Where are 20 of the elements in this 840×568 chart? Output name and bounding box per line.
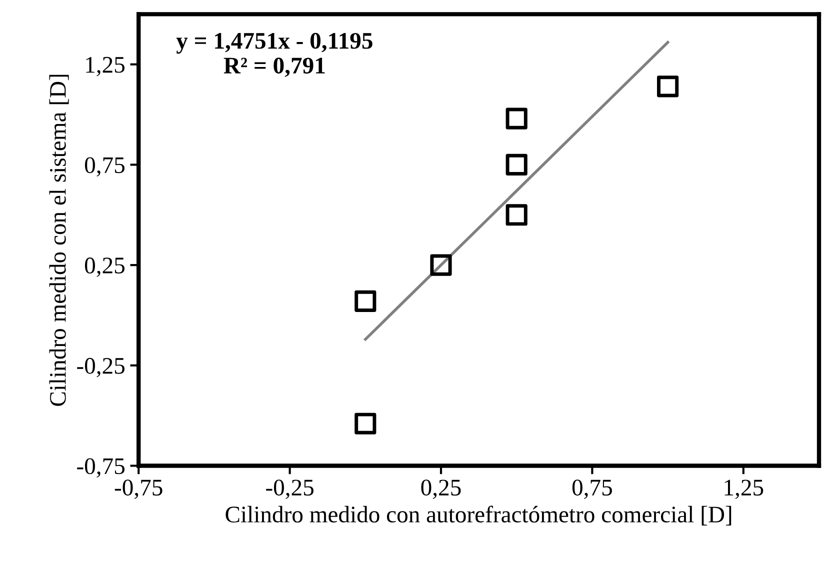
- y-tick-label: 0,75: [84, 157, 124, 177]
- x-tick-label: 0,75: [572, 480, 612, 499]
- y-tick-label: -0,25: [77, 358, 124, 378]
- x-tick-label: 1,25: [724, 480, 764, 499]
- point: [430, 254, 452, 276]
- point: [506, 154, 528, 176]
- point: [506, 204, 528, 226]
- x-axis-title: Cilindro medido con autorefractómetro comercial [D]: [226, 506, 732, 526]
- annotation: y = 1,4751x - 0,1195 R² = 0,791: [176, 32, 372, 77]
- y-tick-label: -0,75: [77, 458, 124, 478]
- y-axis-title: Cilindro medido con el sistema [D]: [49, 74, 69, 406]
- point: [354, 290, 376, 312]
- x-tick-label: -0,75: [114, 480, 162, 499]
- x-tick-label: 0,25: [421, 480, 461, 499]
- x-tick-label: -0,25: [266, 480, 314, 499]
- y-tick-label: 1,25: [86, 56, 124, 76]
- y-tick-label: 0,25: [84, 258, 124, 277]
- point: [354, 412, 376, 434]
- point: [506, 108, 528, 130]
- point: [657, 76, 679, 98]
